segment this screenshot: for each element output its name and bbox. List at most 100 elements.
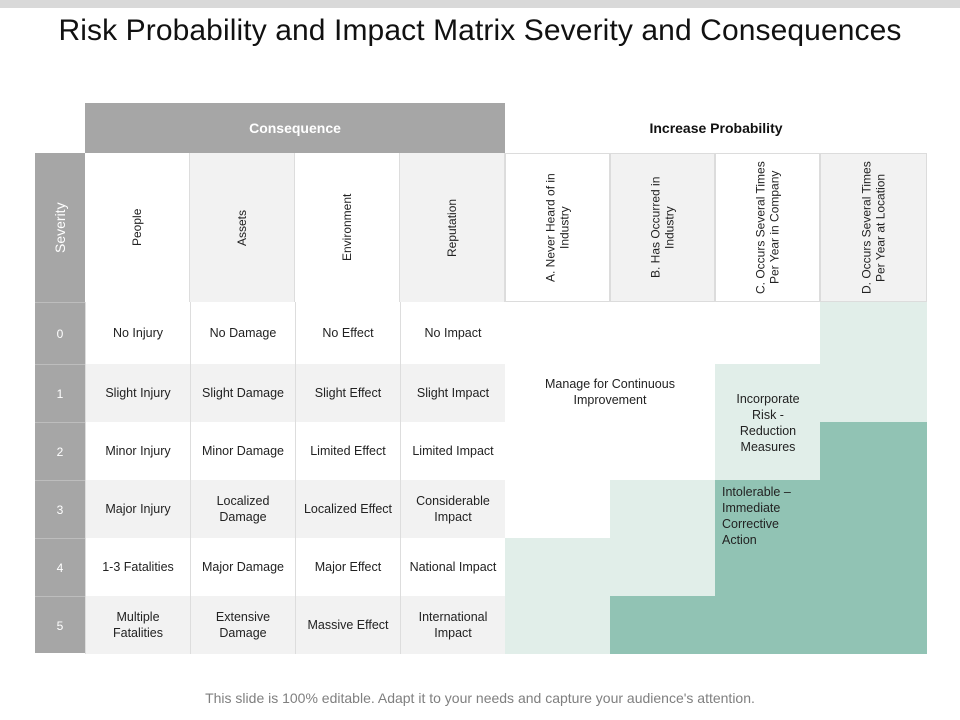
cell-assets-0: No Damage: [190, 302, 295, 364]
severity-level-2: 2: [35, 422, 85, 480]
cell-environment-3: Localized Effect: [295, 480, 400, 538]
zone-cell-r2-c1: [610, 422, 715, 480]
cell-reputation-1: Slight Impact: [400, 364, 505, 422]
cell-assets-2-text: Minor Damage: [202, 444, 284, 458]
severity-level-1-text: 1: [56, 386, 64, 401]
zone-cell-r3-c0: [505, 480, 610, 538]
severity-level-3-text: 3: [56, 502, 64, 517]
cell-environment-1-text: Slight Effect: [314, 386, 382, 400]
col-header-assets-text: Assets: [235, 209, 249, 246]
cell-reputation-1-text: Slight Impact: [416, 386, 490, 400]
cell-reputation-4-text: National Impact: [409, 560, 497, 574]
severity-level-0-text: 0: [56, 326, 64, 341]
consequence-header: Consequence: [85, 103, 505, 153]
zone-cell-r2-c0: [505, 422, 610, 480]
cell-environment-5-text: Massive Effect: [307, 618, 389, 632]
consequence-header-text: Consequence: [249, 120, 341, 136]
cell-assets-3: Localized Damage: [190, 480, 295, 538]
cell-people-1: Slight Injury: [85, 364, 190, 422]
prob-header-d-text: D. Occurs Several Times Per Year at Loca…: [859, 161, 888, 294]
zone-cell-r5-c2: [715, 596, 820, 654]
zone-cell-r5-c3: [820, 596, 927, 654]
col-header-reputation-text: Reputation: [445, 198, 459, 257]
zone-cell-r2-c3: [820, 422, 927, 480]
col-header-people-text: People: [130, 208, 144, 247]
col-header-environment: Environment: [295, 153, 400, 302]
cell-assets-1: Slight Damage: [190, 364, 295, 422]
cell-reputation-2-text: Limited Impact: [412, 444, 494, 458]
zone-cell-r4-c1: [610, 538, 715, 596]
cell-people-2: Minor Injury: [85, 422, 190, 480]
zone-cell-r1-c2: [715, 364, 820, 422]
severity-column: [35, 153, 85, 653]
cell-reputation-0-text: No Impact: [424, 326, 482, 340]
page-title: Risk Probability and Impact Matrix Sever…: [58, 14, 902, 47]
cell-reputation-3: Considerable Impact: [400, 480, 505, 538]
zone-cell-r3-c1: [610, 480, 715, 538]
cell-people-1-text: Slight Injury: [105, 386, 171, 400]
severity-level-4-text: 4: [56, 560, 64, 575]
severity-level-0: 0: [35, 302, 85, 364]
cell-assets-5: Extensive Damage: [190, 596, 295, 654]
zone-cell-r3-c3: [820, 480, 927, 538]
zone-cell-r4-c2: [715, 538, 820, 596]
zone-cell-r2-c2: [715, 422, 820, 480]
prob-header-c-text: C. Occurs Several Times Per Year in Comp…: [753, 161, 782, 294]
cell-environment-0: No Effect: [295, 302, 400, 364]
prob-header-a: A. Never Heard of in Industry: [505, 153, 610, 302]
cell-people-4-text: 1-3 Fatalities: [102, 560, 174, 574]
col-header-people: People: [85, 153, 190, 302]
severity-level-3: 3: [35, 480, 85, 538]
zone-cell-r5-c0: [505, 596, 610, 654]
severity-level-1: 1: [35, 364, 85, 422]
cell-assets-4-text: Major Damage: [202, 560, 284, 574]
cell-environment-4-text: Major Effect: [314, 560, 382, 574]
cell-environment-0-text: No Effect: [322, 326, 374, 340]
severity-level-4: 4: [35, 538, 85, 596]
zone-cell-r5-c1: [610, 596, 715, 654]
zone-cell-r0-c0: [505, 302, 610, 364]
zone-label-intolerable: Intolerable – Immediate Corrective Actio…: [722, 485, 791, 547]
severity-label: Severity: [35, 153, 85, 302]
cell-assets-2: Minor Damage: [190, 422, 295, 480]
cell-reputation-2: Limited Impact: [400, 422, 505, 480]
zone-cell-r0-c2: [715, 302, 820, 364]
cell-assets-5-text: Extensive Damage: [215, 610, 271, 640]
cell-assets-1-text: Slight Damage: [202, 386, 284, 400]
probability-header: Increase Probability: [505, 103, 927, 153]
severity-level-2-text: 2: [56, 444, 64, 459]
cell-environment-4: Major Effect: [295, 538, 400, 596]
cell-people-5-text: Multiple Fatalities: [112, 610, 164, 640]
col-header-reputation: Reputation: [400, 153, 505, 302]
cell-assets-0-text: No Damage: [209, 326, 277, 340]
cell-environment-2: Limited Effect: [295, 422, 400, 480]
cell-people-5: Multiple Fatalities: [85, 596, 190, 654]
zone-cell-r1-c3: [820, 364, 927, 422]
footer-note: This slide is 100% editable. Adapt it to…: [205, 690, 755, 706]
cell-reputation-5-text: International Impact: [418, 610, 488, 640]
cell-reputation-0: No Impact: [400, 302, 505, 364]
zone-cell-r0-c3: [820, 302, 927, 364]
cell-assets-4: Major Damage: [190, 538, 295, 596]
cell-people-0: No Injury: [85, 302, 190, 364]
top-bar: [0, 0, 960, 8]
cell-reputation-4: National Impact: [400, 538, 505, 596]
cell-people-4: 1-3 Fatalities: [85, 538, 190, 596]
cell-environment-2-text: Limited Effect: [310, 444, 386, 458]
cell-reputation-3-text: Considerable Impact: [416, 494, 490, 524]
prob-header-a-text: A. Never Heard of in Industry: [543, 173, 572, 282]
severity-label-text: Severity: [52, 202, 68, 253]
cell-environment-5: Massive Effect: [295, 596, 400, 654]
severity-level-5: 5: [35, 596, 85, 654]
zone-cell-r4-c3: [820, 538, 927, 596]
cell-people-3: Major Injury: [85, 480, 190, 538]
prob-header-d: D. Occurs Several Times Per Year at Loca…: [820, 153, 927, 302]
zone-cell-r3-c2: [715, 480, 820, 538]
cell-environment-3-text: Localized Effect: [303, 502, 393, 516]
prob-header-b-text: B. Has Occurred in Industry: [648, 176, 677, 279]
cell-assets-3-text: Localized Damage: [216, 494, 270, 524]
zone-cell-r4-c0: [505, 538, 610, 596]
cell-reputation-5: International Impact: [400, 596, 505, 654]
cell-environment-1: Slight Effect: [295, 364, 400, 422]
